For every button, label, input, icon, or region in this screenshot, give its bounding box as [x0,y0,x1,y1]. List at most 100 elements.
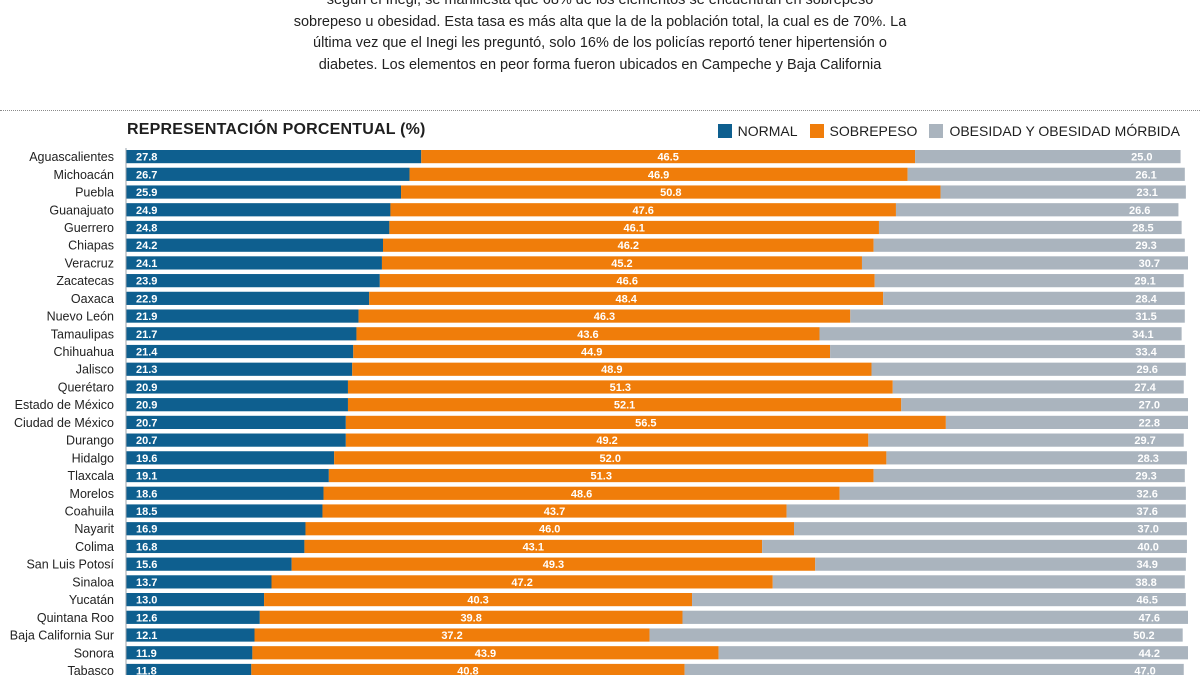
data-label-obesidad: 27.4 [1134,382,1156,394]
data-label-sobrepeso: 52.1 [614,400,635,412]
category-label: Zacatecas [56,274,114,288]
data-label-normal: 21.7 [136,329,157,341]
data-label-normal: 20.7 [136,417,157,429]
bar-obesidad [830,344,1185,359]
data-label-sobrepeso: 46.5 [657,152,678,164]
data-label-obesidad: 44.2 [1139,648,1160,660]
category-label: Querétaro [58,380,114,394]
category-label: Yucatán [69,593,114,607]
category-label: Chihuahua [54,345,115,359]
bar-obesidad [873,468,1185,483]
data-label-normal: 24.8 [136,222,157,234]
data-label-obesidad: 27.0 [1139,400,1160,412]
bar-normal [126,504,323,518]
data-label-sobrepeso: 46.9 [648,169,669,181]
data-label-sobrepeso: 39.8 [460,612,481,624]
intro-line: diabetes. Los elementos en peor forma fu… [318,57,882,74]
bar-sobrepeso [304,539,763,554]
bar-normal [126,468,329,483]
data-label-obesidad: 29.6 [1136,364,1157,376]
bar-obesidad [718,646,1188,660]
data-label-sobrepeso: 40.3 [467,595,488,607]
data-label-obesidad: 34.1 [1132,329,1153,341]
bar-normal [126,150,422,164]
bar-obesidad [861,256,1188,270]
data-label-normal: 22.9 [136,293,157,305]
category-label: Ciudad de México [14,416,114,430]
data-label-sobrepeso: 49.2 [596,435,617,447]
data-label-normal: 13.0 [136,595,157,607]
bar-sobrepeso [345,415,946,429]
data-label-normal: 13.7 [136,577,157,589]
data-label-obesidad: 32.6 [1136,488,1157,500]
data-label-normal: 16.8 [136,541,157,553]
bar-sobrepeso [259,610,683,624]
data-label-normal: 24.1 [136,258,157,270]
bar-obesidad [815,557,1186,571]
category-label: Chiapas [68,239,114,253]
bar-obesidad [649,628,1183,642]
data-label-normal: 24.2 [136,240,157,252]
bar-sobrepeso [305,522,794,536]
bar-sobrepeso [369,291,884,305]
bar-obesidad [886,451,1187,465]
data-label-normal: 20.9 [136,400,157,412]
data-label-obesidad: 26.6 [1129,205,1150,217]
data-label-sobrepeso: 51.3 [591,471,612,483]
intro-line: última vez que el Inegi les preguntó, so… [313,35,887,52]
data-label-sobrepeso: 46.1 [623,222,644,234]
data-label-sobrepeso: 46.3 [594,311,615,323]
data-label-sobrepeso: 44.9 [581,347,602,359]
intro-line: sobrepeso u obesidad. Esta tasa es más a… [293,13,907,30]
bar-normal [126,575,272,589]
bar-obesidad [682,610,1188,624]
bar-normal [126,628,255,642]
legend-label-sobrepeso: SOBREPESO [829,123,918,139]
bar-normal [126,398,348,412]
data-label-obesidad: 34.9 [1136,559,1157,571]
data-label-obesidad: 28.5 [1132,222,1153,234]
data-label-normal: 11.8 [136,665,157,675]
data-label-sobrepeso: 47.2 [511,577,532,589]
category-label: Quintana Roo [37,611,114,625]
bar-obesidad [772,575,1185,589]
bar-obesidad [692,593,1186,607]
bar-obesidad [868,433,1184,447]
category-label: Tamaulipas [51,327,114,341]
data-label-obesidad: 50.2 [1133,630,1154,642]
category-label: Morelos [70,487,114,501]
data-label-sobrepeso: 43.9 [475,648,496,660]
bar-obesidad [901,398,1188,412]
data-label-obesidad: 23.1 [1136,187,1157,199]
data-label-normal: 25.9 [136,187,157,199]
category-label: Durango [66,434,114,448]
data-label-normal: 19.6 [136,453,157,465]
bar-obesidad [819,327,1182,341]
intro-line: según el Inegi, se manifiesta que 68% de… [326,0,874,8]
bar-normal [126,167,410,181]
category-label: San Luis Potosí [26,558,114,572]
data-label-normal: 16.9 [136,524,157,536]
bar-normal [126,291,370,305]
category-label: Jalisco [76,363,114,377]
bar-obesidad [915,150,1181,164]
bar-sobrepeso [381,256,862,270]
bar-sobrepeso [383,238,874,252]
data-label-normal: 15.6 [136,559,157,571]
bar-normal [126,557,292,571]
bar-sobrepeso [347,380,893,394]
data-label-normal: 23.9 [136,276,157,288]
bar-normal [126,203,391,217]
data-label-normal: 26.7 [136,169,157,181]
data-label-obesidad: 33.4 [1135,347,1157,359]
data-label-sobrepeso: 46.6 [617,276,638,288]
bar-obesidad [684,663,1184,675]
data-label-sobrepeso: 48.6 [571,488,592,500]
data-label-sobrepeso: 48.4 [615,293,637,305]
category-label: Nayarit [74,522,114,536]
bar-normal [126,522,306,536]
bar-obesidad [878,220,1182,235]
category-label: Guanajuato [49,203,114,217]
bar-normal [126,362,353,376]
category-label: Coahuila [65,505,114,519]
